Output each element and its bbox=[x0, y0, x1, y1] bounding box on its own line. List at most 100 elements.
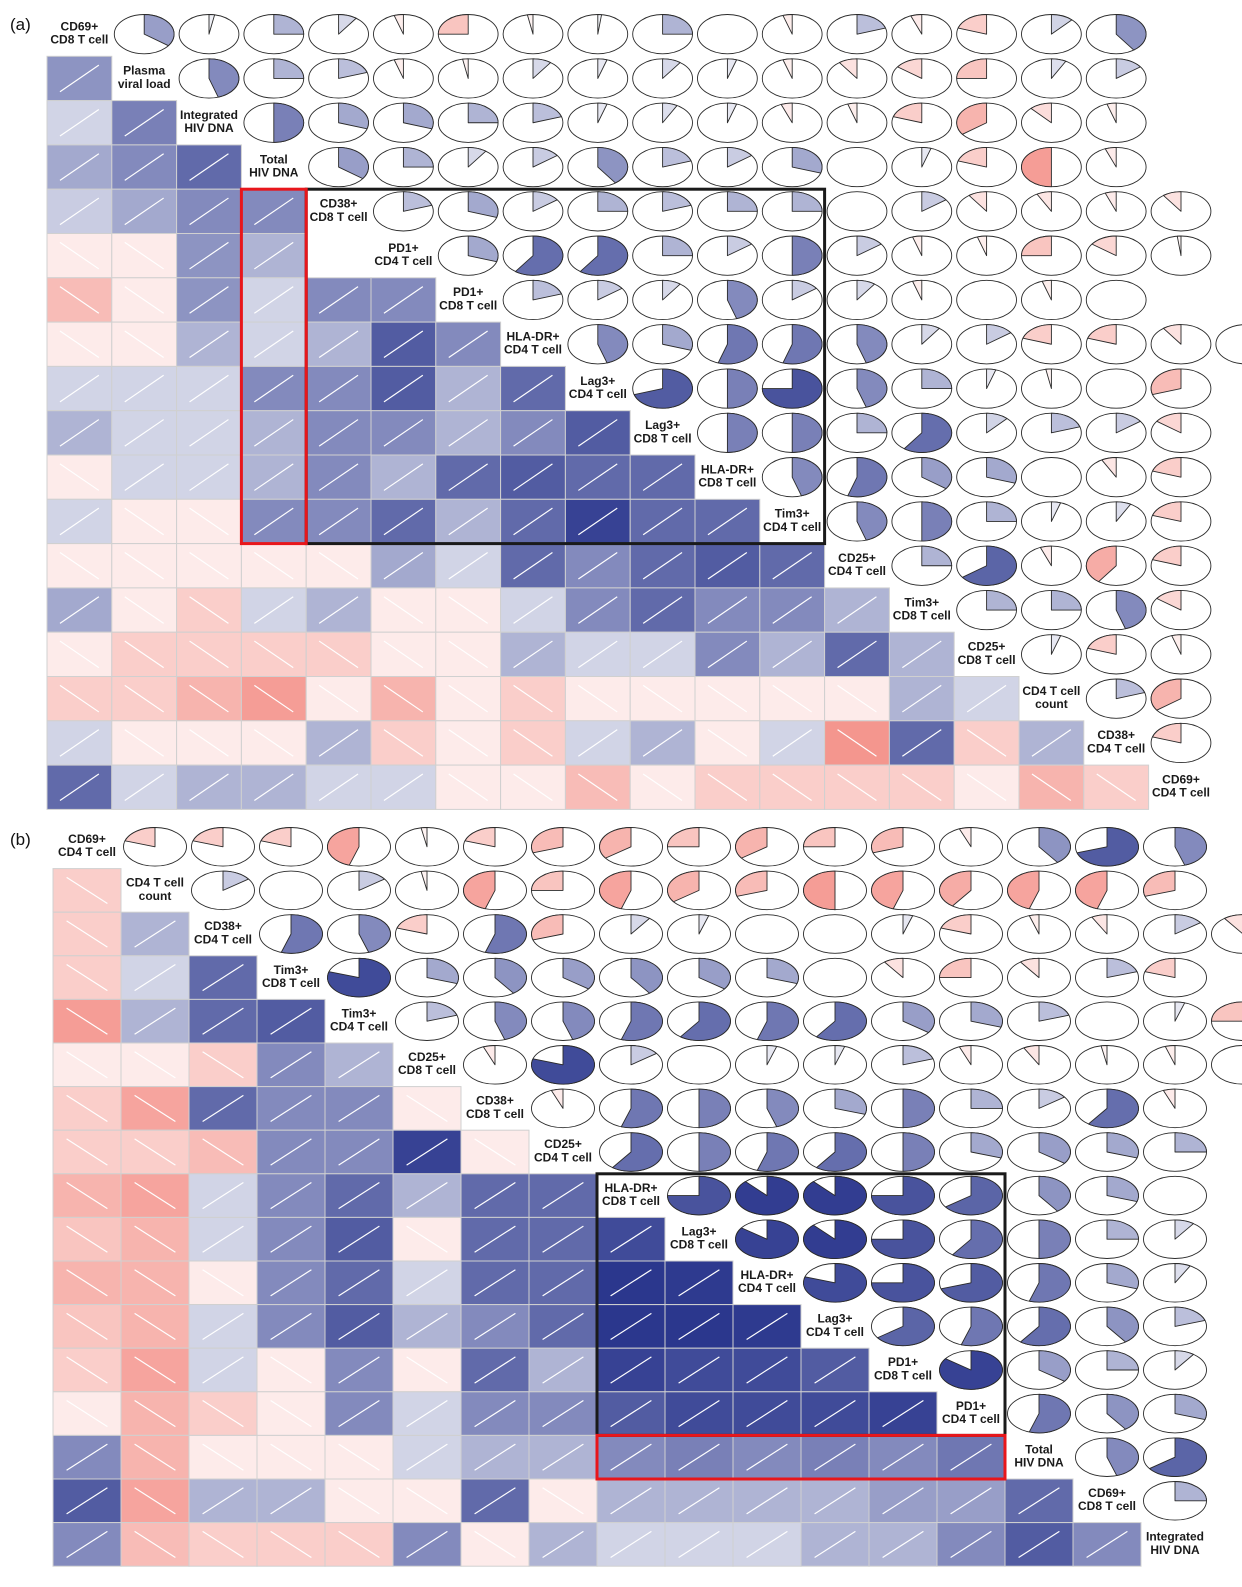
pie-cell bbox=[735, 827, 799, 867]
cell-backslash bbox=[338, 1530, 380, 1558]
cell-slash bbox=[610, 1530, 652, 1558]
pie-cell bbox=[761, 146, 823, 188]
cell-slash bbox=[318, 596, 359, 624]
pie-outline bbox=[735, 914, 799, 954]
pie-cell bbox=[1021, 634, 1082, 675]
cell-slash bbox=[270, 1312, 312, 1340]
pie-slice bbox=[1162, 324, 1182, 345]
pie-cell bbox=[1150, 545, 1212, 586]
pie-cell bbox=[395, 827, 459, 867]
pie-cell bbox=[327, 870, 391, 911]
pie-cell bbox=[735, 957, 799, 998]
pie-cell bbox=[891, 102, 953, 143]
pie-cell bbox=[567, 235, 629, 276]
cell-backslash bbox=[134, 1530, 176, 1558]
pie-cell bbox=[956, 58, 1017, 99]
cell-slash bbox=[59, 507, 100, 536]
cell-slash bbox=[383, 330, 424, 359]
cell-slash bbox=[66, 1443, 108, 1471]
pie-slice bbox=[834, 1045, 846, 1066]
pie-cell bbox=[1143, 1175, 1207, 1216]
cell-slash bbox=[950, 1443, 992, 1471]
pie-cell bbox=[599, 1001, 663, 1041]
pie-cell bbox=[667, 1175, 731, 1216]
cell-slash bbox=[254, 596, 294, 624]
pie-cell bbox=[891, 14, 953, 55]
cell-slash bbox=[202, 1225, 244, 1253]
variable-label-line: CD25+ bbox=[544, 1137, 582, 1151]
pie-slice bbox=[1106, 1132, 1139, 1159]
pie-cell bbox=[113, 14, 175, 55]
cell-slash bbox=[318, 773, 359, 802]
variable-label-line: CD8 T cell bbox=[398, 1063, 456, 1077]
pie-slice bbox=[1106, 1263, 1139, 1290]
pie-cell bbox=[531, 957, 595, 998]
pie-cell bbox=[826, 457, 888, 498]
pie-cell bbox=[826, 368, 888, 409]
variable-label: Tim3+ CD4 T cell bbox=[330, 1006, 388, 1033]
pie-slice bbox=[902, 1132, 935, 1172]
pie-slice bbox=[1174, 1132, 1207, 1153]
pie-outline bbox=[826, 191, 888, 232]
pie-slice bbox=[756, 1132, 799, 1172]
variable-label-line: Tim3+ bbox=[775, 507, 810, 521]
cell-slash bbox=[746, 1443, 788, 1471]
pie-slice bbox=[1152, 545, 1182, 567]
cell-slash bbox=[772, 596, 812, 624]
cell-backslash bbox=[513, 684, 553, 713]
variable-label-line: CD4 T cell bbox=[330, 1020, 388, 1034]
pie-outline bbox=[826, 146, 888, 188]
pie-cell bbox=[761, 324, 823, 365]
pie-slice bbox=[1020, 1306, 1071, 1347]
pie-cell bbox=[956, 457, 1017, 498]
variable-label-line: CD4 T cell bbox=[1022, 684, 1080, 698]
pie-slice bbox=[467, 102, 499, 124]
cell-backslash bbox=[134, 1269, 176, 1297]
cell-backslash bbox=[448, 773, 488, 802]
variable-label-line: CD4 T cell bbox=[806, 1325, 864, 1339]
pie-slice bbox=[940, 914, 972, 935]
cell-slash bbox=[772, 551, 812, 580]
pie-slice bbox=[766, 1045, 778, 1066]
cell-backslash bbox=[66, 964, 108, 992]
variable-label-line: Lag3+ bbox=[580, 374, 615, 388]
cell-backslash bbox=[202, 1138, 244, 1166]
pie-cell bbox=[761, 412, 823, 453]
cell-backslash bbox=[707, 729, 748, 757]
pie-slice bbox=[1091, 235, 1117, 257]
variable-label: PD1+ CD8 T cell bbox=[439, 285, 497, 312]
cell-slash bbox=[318, 330, 359, 359]
cell-slash bbox=[448, 507, 488, 536]
variable-label-line: Integrated bbox=[1146, 1530, 1204, 1544]
lower-cell bbox=[596, 1391, 666, 1436]
cell-slash bbox=[882, 1443, 924, 1471]
pie-outline bbox=[1075, 1001, 1139, 1041]
pie-slice bbox=[897, 58, 923, 79]
cell-slash bbox=[406, 1400, 448, 1428]
variable-label: Tim3+ CD8 T cell bbox=[262, 963, 320, 990]
pie-cell bbox=[1143, 914, 1207, 954]
pie-slice bbox=[1174, 1219, 1194, 1240]
pie-cell bbox=[632, 191, 693, 232]
cell-slash bbox=[254, 463, 294, 491]
pie-cell bbox=[697, 102, 758, 143]
cell-slash bbox=[882, 1400, 924, 1428]
cell-slash bbox=[254, 507, 294, 536]
cell-slash bbox=[814, 1530, 856, 1558]
pie-slice bbox=[462, 58, 469, 79]
pie-outline bbox=[803, 914, 867, 954]
lower-cell bbox=[46, 365, 113, 412]
pie-slice bbox=[1036, 191, 1052, 212]
variable-label: Lag3+ CD8 T cell bbox=[670, 1224, 728, 1251]
cell-backslash bbox=[448, 684, 488, 713]
pie-cell bbox=[1021, 589, 1082, 631]
cell-slash bbox=[746, 1356, 788, 1384]
pie-cell bbox=[761, 58, 823, 99]
pie-slice bbox=[780, 102, 793, 124]
pie-slice bbox=[1050, 634, 1062, 655]
cell-backslash bbox=[406, 1356, 448, 1384]
pie-cell bbox=[1021, 146, 1082, 188]
cell-slash bbox=[254, 286, 294, 314]
pie-cell bbox=[871, 1306, 935, 1347]
pie-cell bbox=[1075, 1306, 1139, 1347]
